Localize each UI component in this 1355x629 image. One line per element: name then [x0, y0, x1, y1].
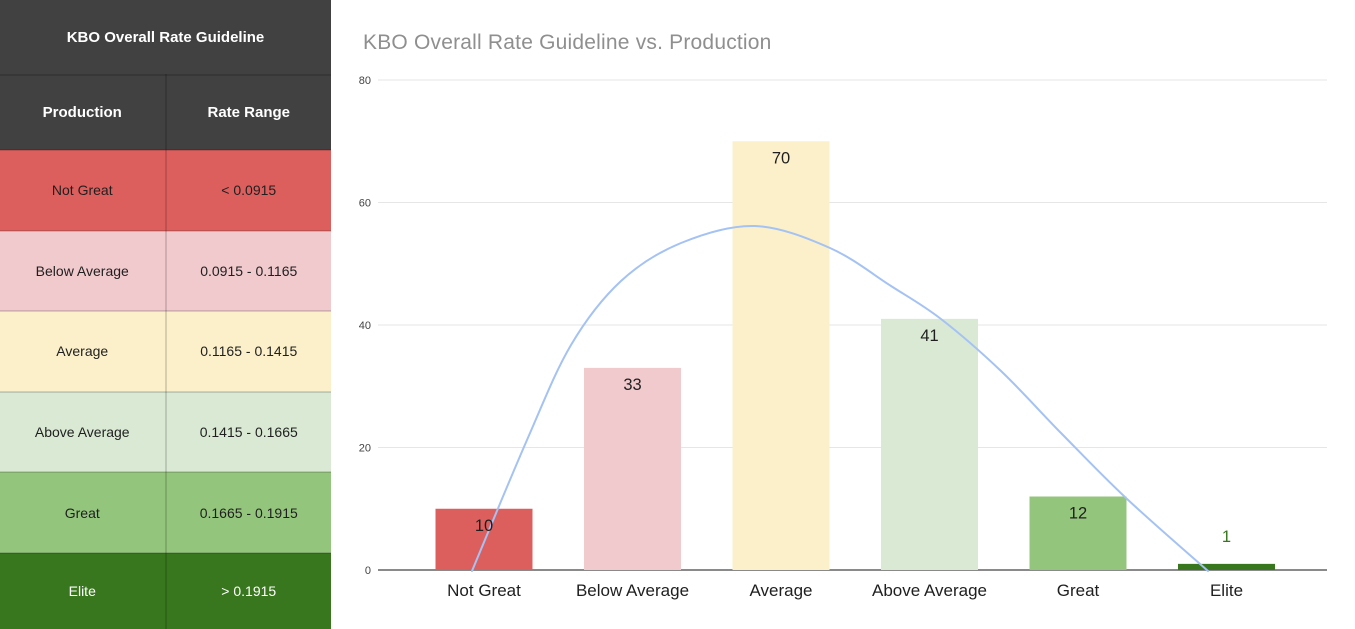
x-axis-category-label: Below Average	[576, 581, 689, 600]
table-row: Not Great < 0.0915	[0, 149, 331, 232]
chart-panel: KBO Overall Rate Guideline vs. Productio…	[331, 0, 1355, 629]
bar-not-great	[435, 508, 533, 570]
y-axis-tick-label: 80	[359, 75, 371, 87]
y-axis-tick-label: 60	[359, 198, 371, 210]
y-axis-tick-label: 0	[365, 565, 371, 577]
bar-great	[1029, 496, 1127, 570]
production-cell: Elite	[0, 551, 167, 629]
rate-range-cell: 0.1665 - 0.1915	[164, 471, 331, 554]
bar-value-label: 1	[1222, 528, 1231, 546]
production-cell: Not Great	[0, 149, 167, 232]
rate-guideline-panel: KBO Overall Rate Guideline Production Ra…	[0, 0, 331, 629]
table-header-row: Production Rate Range	[0, 74, 331, 151]
rate-range-cell: < 0.0915	[164, 149, 331, 232]
bell-curve-trendline	[471, 224, 1209, 572]
x-axis-category-label: Elite	[1210, 581, 1243, 600]
column-header-production: Production	[0, 74, 167, 151]
production-cell: Above Average	[0, 390, 167, 474]
bar-elite	[1178, 563, 1275, 570]
bar-below-average	[584, 367, 681, 570]
bar-value-label: 33	[623, 376, 641, 394]
bar-value-label: 70	[772, 149, 790, 167]
table-row: Elite > 0.1915	[0, 551, 331, 629]
bar-value-label: 41	[920, 327, 938, 345]
rate-range-cell: 0.0915 - 0.1165	[164, 229, 331, 313]
rate-guideline-table: KBO Overall Rate Guideline Production Ra…	[0, 0, 331, 629]
bar-above-average	[881, 318, 978, 570]
rate-range-cell: 0.1415 - 0.1665	[164, 390, 331, 474]
bar-average	[732, 141, 830, 570]
rate-range-cell: 0.1165 - 0.1415	[164, 310, 331, 393]
bar-value-label: 10	[475, 517, 493, 535]
x-axis-category-label: Great	[1057, 581, 1100, 600]
bar-chart: 0 20 40 60 80 10 33 70 41 12 1 Not Great Below Avera…	[359, 75, 1327, 600]
y-axis-tick-label: 40	[359, 320, 371, 332]
rate-range-cell: > 0.1915	[164, 551, 331, 629]
bar-value-label: 12	[1069, 505, 1087, 523]
column-header-rate-range: Rate Range	[164, 74, 331, 151]
table-row: Below Average 0.0915 - 0.1165	[0, 229, 331, 313]
table-row: Average 0.1165 - 0.1415	[0, 310, 331, 393]
production-cell: Average	[0, 310, 167, 393]
x-axis-category-label: Above Average	[872, 581, 987, 600]
x-axis-category-label: Average	[749, 581, 812, 600]
table-title-row: KBO Overall Rate Guideline	[0, 0, 331, 76]
table-row: Above Average 0.1415 - 0.1665	[0, 390, 331, 474]
table-row: Great 0.1665 - 0.1915	[0, 471, 331, 554]
chart-title: KBO Overall Rate Guideline vs. Productio…	[363, 31, 772, 54]
table-title: KBO Overall Rate Guideline	[0, 0, 331, 76]
production-cell: Great	[0, 471, 167, 554]
production-cell: Below Average	[0, 229, 167, 313]
y-axis-tick-label: 20	[359, 443, 371, 455]
x-axis-category-label: Not Great	[447, 581, 521, 600]
